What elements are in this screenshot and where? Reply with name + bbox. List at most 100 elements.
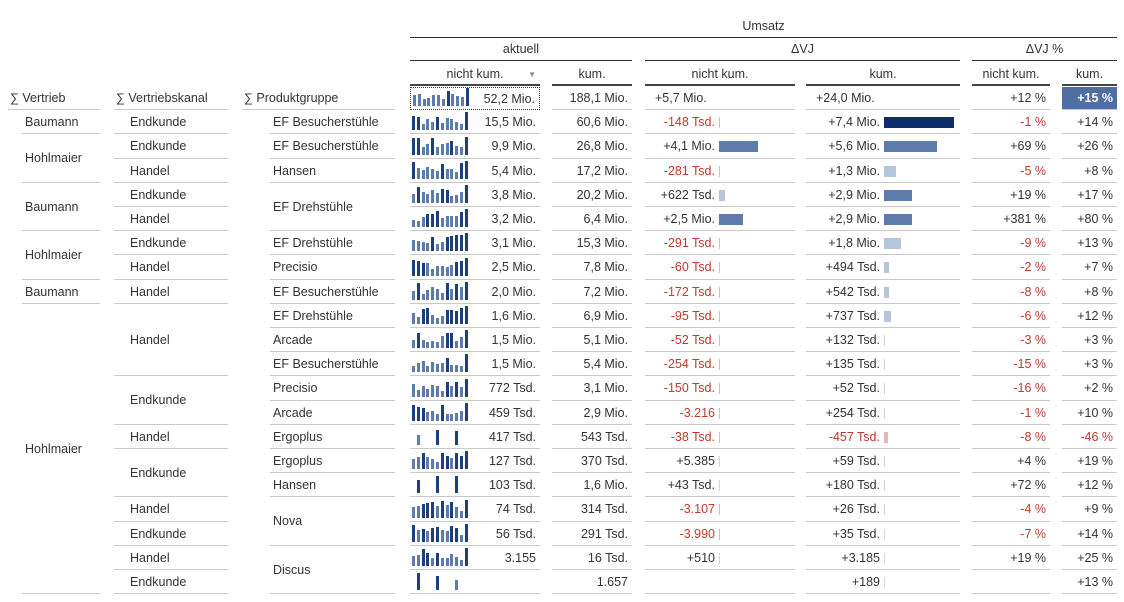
sparkline-bar — [445, 118, 449, 131]
produktgruppe-cell[interactable]: EF Drehstühle — [270, 184, 395, 232]
delta-bar — [884, 407, 885, 419]
sparkline-bar — [455, 194, 459, 203]
dvjp-kum: +8 % — [1062, 160, 1117, 183]
produktgruppe-cell[interactable]: Discus — [270, 547, 395, 595]
total-dvjp-kum[interactable]: +15 % — [1062, 87, 1117, 111]
aktuell-nicht-kum[interactable]: 127 Tsd. — [410, 450, 540, 474]
produktgruppe-cell[interactable]: Precisio — [270, 377, 395, 401]
aktuell-nicht-kum[interactable]: 3,1 Mio. — [410, 232, 540, 256]
dvjp-nicht-kum: +4 % — [972, 450, 1050, 474]
vertriebskanal-cell[interactable]: Endkunde — [114, 523, 228, 546]
vertriebskanal-cell[interactable]: Endkunde — [114, 184, 228, 207]
produktgruppe-cell[interactable]: Precisio — [270, 256, 395, 280]
sparkline-bar — [464, 184, 468, 203]
aktuell-nicht-kum[interactable]: 1,5 Mio. — [410, 329, 540, 353]
total-aktuell[interactable]: 52,2 Mio. — [410, 87, 540, 111]
vertriebskanal-cell[interactable]: Endkunde — [114, 450, 228, 498]
aktuell-nicht-kum[interactable]: 2,5 Mio. — [410, 256, 540, 280]
sparkline-bar — [436, 171, 439, 179]
vertriebskanal-cell[interactable]: Handel — [114, 256, 228, 280]
sparkline-bar — [464, 354, 468, 373]
vertrieb-cell[interactable]: Baumann — [22, 111, 100, 135]
produktgruppe-label: EF Besucherstühle — [273, 284, 379, 299]
produktgruppe-cell[interactable]: EF Drehstühle — [270, 305, 395, 328]
vertrieb-cell[interactable]: Hohlmaier — [22, 232, 100, 280]
vertriebskanal-cell[interactable]: Handel — [114, 160, 228, 183]
vertriebskanal-cell[interactable]: Handel — [114, 208, 228, 232]
delta-bar — [719, 504, 720, 516]
delta-bar — [719, 456, 720, 467]
sparkline-bar — [450, 195, 454, 203]
sparkline-bar — [464, 378, 468, 397]
aktuell-nicht-kum[interactable]: 1,6 Mio. — [410, 305, 540, 328]
vertriebskanal-cell[interactable]: Endkunde — [114, 377, 228, 425]
delta-value: +52 Tsd. — [832, 381, 880, 396]
sparkline-bar — [445, 142, 449, 155]
dim-vertriebskanal[interactable]: ∑ Vertriebskanal — [114, 87, 228, 111]
aktuell-nicht-kum[interactable]: 5,4 Mio. — [410, 160, 540, 183]
aktuell-nicht-kum[interactable]: 3.155 — [410, 547, 540, 570]
col-aktuell-nicht-kum[interactable]: nicht kum. ▼ — [410, 67, 540, 81]
dvjp-kum: -46 % — [1062, 426, 1117, 449]
col-dvj-nicht-kum[interactable]: nicht kum. — [691, 67, 749, 81]
aktuell-nicht-kum[interactable]: 3,2 Mio. — [410, 208, 540, 232]
filter-icon[interactable]: ▼ — [528, 70, 536, 79]
aktuell-nicht-kum[interactable]: 772 Tsd. — [410, 377, 540, 401]
produktgruppe-cell[interactable]: Arcade — [270, 329, 395, 353]
col-dvjp-nicht-kum[interactable]: nicht kum. — [982, 67, 1040, 81]
delta-bar — [884, 189, 912, 201]
vertriebskanal-cell[interactable]: Handel — [114, 281, 228, 304]
aktuell-nicht-kum[interactable]: 1,5 Mio. — [410, 353, 540, 377]
produktgruppe-cell[interactable]: Arcade — [270, 402, 395, 425]
vertriebskanal-cell[interactable]: Endkunde — [114, 111, 228, 135]
aktuell-nicht-kum[interactable] — [410, 571, 540, 595]
vertrieb-label: Hohlmaier — [25, 441, 82, 456]
aktuell-nicht-kum[interactable]: 9,9 Mio. — [410, 135, 540, 159]
vertriebskanal-cell[interactable]: Handel — [114, 426, 228, 449]
aktuell-nicht-kum[interactable]: 417 Tsd. — [410, 426, 540, 449]
col-dvj-kum[interactable]: kum. — [869, 67, 897, 81]
aktuell-nicht-kum[interactable]: 3,8 Mio. — [410, 184, 540, 207]
aktuell-kum: 15,3 Mio. — [552, 232, 632, 256]
aktuell-nicht-kum[interactable]: 2,0 Mio. — [410, 281, 540, 304]
dvjp-nicht-kum: -2 % — [972, 256, 1050, 280]
vertrieb-cell[interactable]: Hohlmaier — [22, 305, 100, 595]
aktuell-nicht-kum[interactable]: 74 Tsd. — [410, 498, 540, 522]
aktuell-nicht-kum[interactable]: 103 Tsd. — [410, 474, 540, 498]
vertriebskanal-cell[interactable]: Endkunde — [114, 135, 228, 159]
vertriebskanal-cell[interactable]: Handel — [114, 498, 228, 522]
sparkline-bar — [421, 503, 425, 518]
aktuell-nicht-kum[interactable]: 459 Tsd. — [410, 402, 540, 425]
produktgruppe-cell[interactable]: Hansen — [270, 474, 395, 498]
produktgruppe-cell[interactable]: EF Besucherstühle — [270, 353, 395, 377]
dvjp-kum: +14 % — [1062, 111, 1117, 135]
produktgruppe-cell[interactable]: Ergoplus — [270, 426, 395, 449]
aktuell-nicht-kum[interactable]: 56 Tsd. — [410, 523, 540, 546]
produktgruppe-cell[interactable]: EF Besucherstühle — [270, 281, 395, 304]
produktgruppe-cell[interactable]: Ergoplus — [270, 450, 395, 474]
dvj-kum: +2,9 Mio. — [806, 208, 960, 232]
sparkline-bar — [437, 94, 440, 107]
dim-produktgruppe[interactable]: ∑ Produktgruppe — [242, 87, 395, 111]
dvj-kum: +132 Tsd. — [806, 329, 960, 353]
col-dvjp-kum[interactable]: kum. — [1075, 67, 1104, 81]
vertriebskanal-cell[interactable]: Handel — [114, 305, 228, 377]
produktgruppe-cell[interactable]: EF Besucherstühle — [270, 135, 395, 159]
produktgruppe-cell[interactable]: EF Besucherstühle — [270, 111, 395, 135]
produktgruppe-cell[interactable]: EF Drehstühle — [270, 232, 395, 256]
vertrieb-cell[interactable]: Hohlmaier — [22, 135, 100, 183]
vertriebskanal-cell[interactable]: Endkunde — [114, 232, 228, 256]
delta-bar — [884, 262, 889, 274]
sparkline-bar — [450, 457, 454, 470]
dvj-kum: +189 — [806, 571, 960, 595]
produktgruppe-cell[interactable]: Hansen — [270, 160, 395, 183]
vertrieb-cell[interactable]: Baumann — [22, 281, 100, 304]
vertrieb-cell[interactable]: Baumann — [22, 184, 100, 232]
aktuell-nicht-kum[interactable]: 15,5 Mio. — [410, 111, 540, 135]
produktgruppe-cell[interactable]: Nova — [270, 498, 395, 546]
delta-value: +622 Tsd. — [660, 187, 715, 202]
vertriebskanal-cell[interactable]: Handel — [114, 547, 228, 570]
vertriebskanal-cell[interactable]: Endkunde — [114, 571, 228, 595]
col-aktuell-kum[interactable]: kum. — [578, 67, 606, 81]
dim-vertrieb[interactable]: ∑ Vertrieb — [8, 87, 100, 111]
